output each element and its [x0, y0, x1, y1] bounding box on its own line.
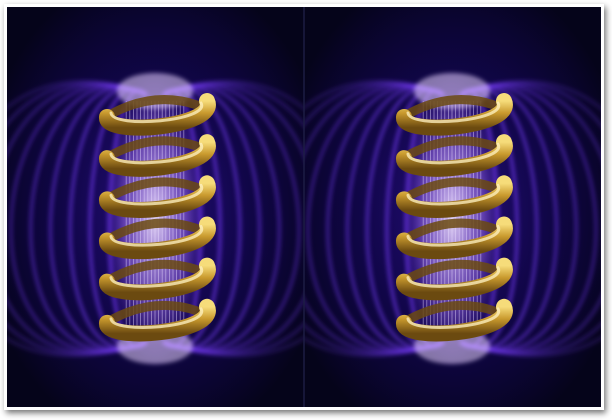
field-line: [7, 80, 148, 357]
field-line: [459, 86, 559, 351]
field-line: [459, 82, 601, 355]
field-line: [7, 82, 148, 355]
coil-highlight: [406, 142, 500, 165]
coil-turn-front: [396, 216, 513, 260]
coil-turn-back: [405, 259, 499, 283]
field-line: [304, 80, 445, 357]
field-line: [345, 86, 445, 351]
coil-highlight: [406, 101, 500, 124]
field-line: [459, 80, 601, 357]
coil-turn-front: [396, 298, 513, 342]
field-line: [365, 87, 445, 350]
coil-highlight: [109, 183, 203, 206]
coil-turn-front: [396, 175, 513, 218]
coil-turn-back: [405, 300, 499, 324]
field-line: [162, 82, 304, 355]
field-line: [162, 87, 242, 350]
coil-turn-back: [108, 300, 202, 324]
field-line: [162, 81, 304, 356]
coil-turn-back: [108, 95, 202, 118]
coil-highlight: [406, 307, 500, 329]
coil-turn-back: [108, 177, 202, 200]
coil-turn-front: [99, 257, 216, 301]
gold-coil: [396, 93, 513, 342]
field-line: [7, 81, 148, 356]
field-line: [459, 81, 601, 356]
coil-turn-back: [108, 136, 202, 159]
coil-scene: [7, 7, 304, 407]
coil-highlight: [109, 266, 203, 288]
right-panel: [304, 7, 601, 407]
coil-turn-front: [99, 134, 216, 177]
coil-turn-back: [108, 259, 202, 283]
field-line: [9, 84, 148, 353]
field-line: [162, 86, 262, 351]
coil-highlight: [406, 266, 500, 288]
coil-turn-front: [99, 175, 216, 218]
field-line: [304, 81, 445, 356]
field-line: [162, 80, 304, 357]
field-line: [326, 84, 445, 353]
photo-frame: [4, 4, 604, 410]
coil-scene: [304, 7, 601, 407]
panel-divider: [303, 7, 305, 407]
coil-highlight: [109, 307, 203, 329]
coil-turn-front: [396, 134, 513, 177]
coil-turn-front: [99, 93, 216, 136]
coil-highlight: [109, 225, 203, 247]
coil-turn-back: [405, 218, 499, 241]
coil-turn-front: [396, 93, 513, 136]
field-line: [459, 87, 539, 350]
field-line: [68, 87, 148, 350]
coil-turn-front: [99, 298, 216, 342]
field-line: [162, 84, 301, 353]
field-line: [48, 86, 148, 351]
coil-turn-front: [99, 216, 216, 260]
coil-turn-front: [396, 257, 513, 301]
coil-highlight: [406, 183, 500, 206]
field-line: [304, 82, 445, 355]
coil-highlight: [109, 142, 203, 165]
stereo-photo: [7, 7, 601, 407]
coil-turn-back: [405, 177, 499, 200]
coil-turn-back: [405, 95, 499, 118]
field-line: [29, 84, 148, 353]
coil-highlight: [109, 101, 203, 124]
field-line: [459, 84, 598, 353]
gold-coil: [99, 93, 216, 342]
field-line: [306, 84, 445, 353]
field-line: [162, 84, 281, 353]
coil-turn-back: [405, 136, 499, 159]
field-line: [459, 84, 578, 353]
coil-highlight: [406, 225, 500, 247]
coil-turn-back: [108, 218, 202, 241]
left-panel: [7, 7, 304, 407]
